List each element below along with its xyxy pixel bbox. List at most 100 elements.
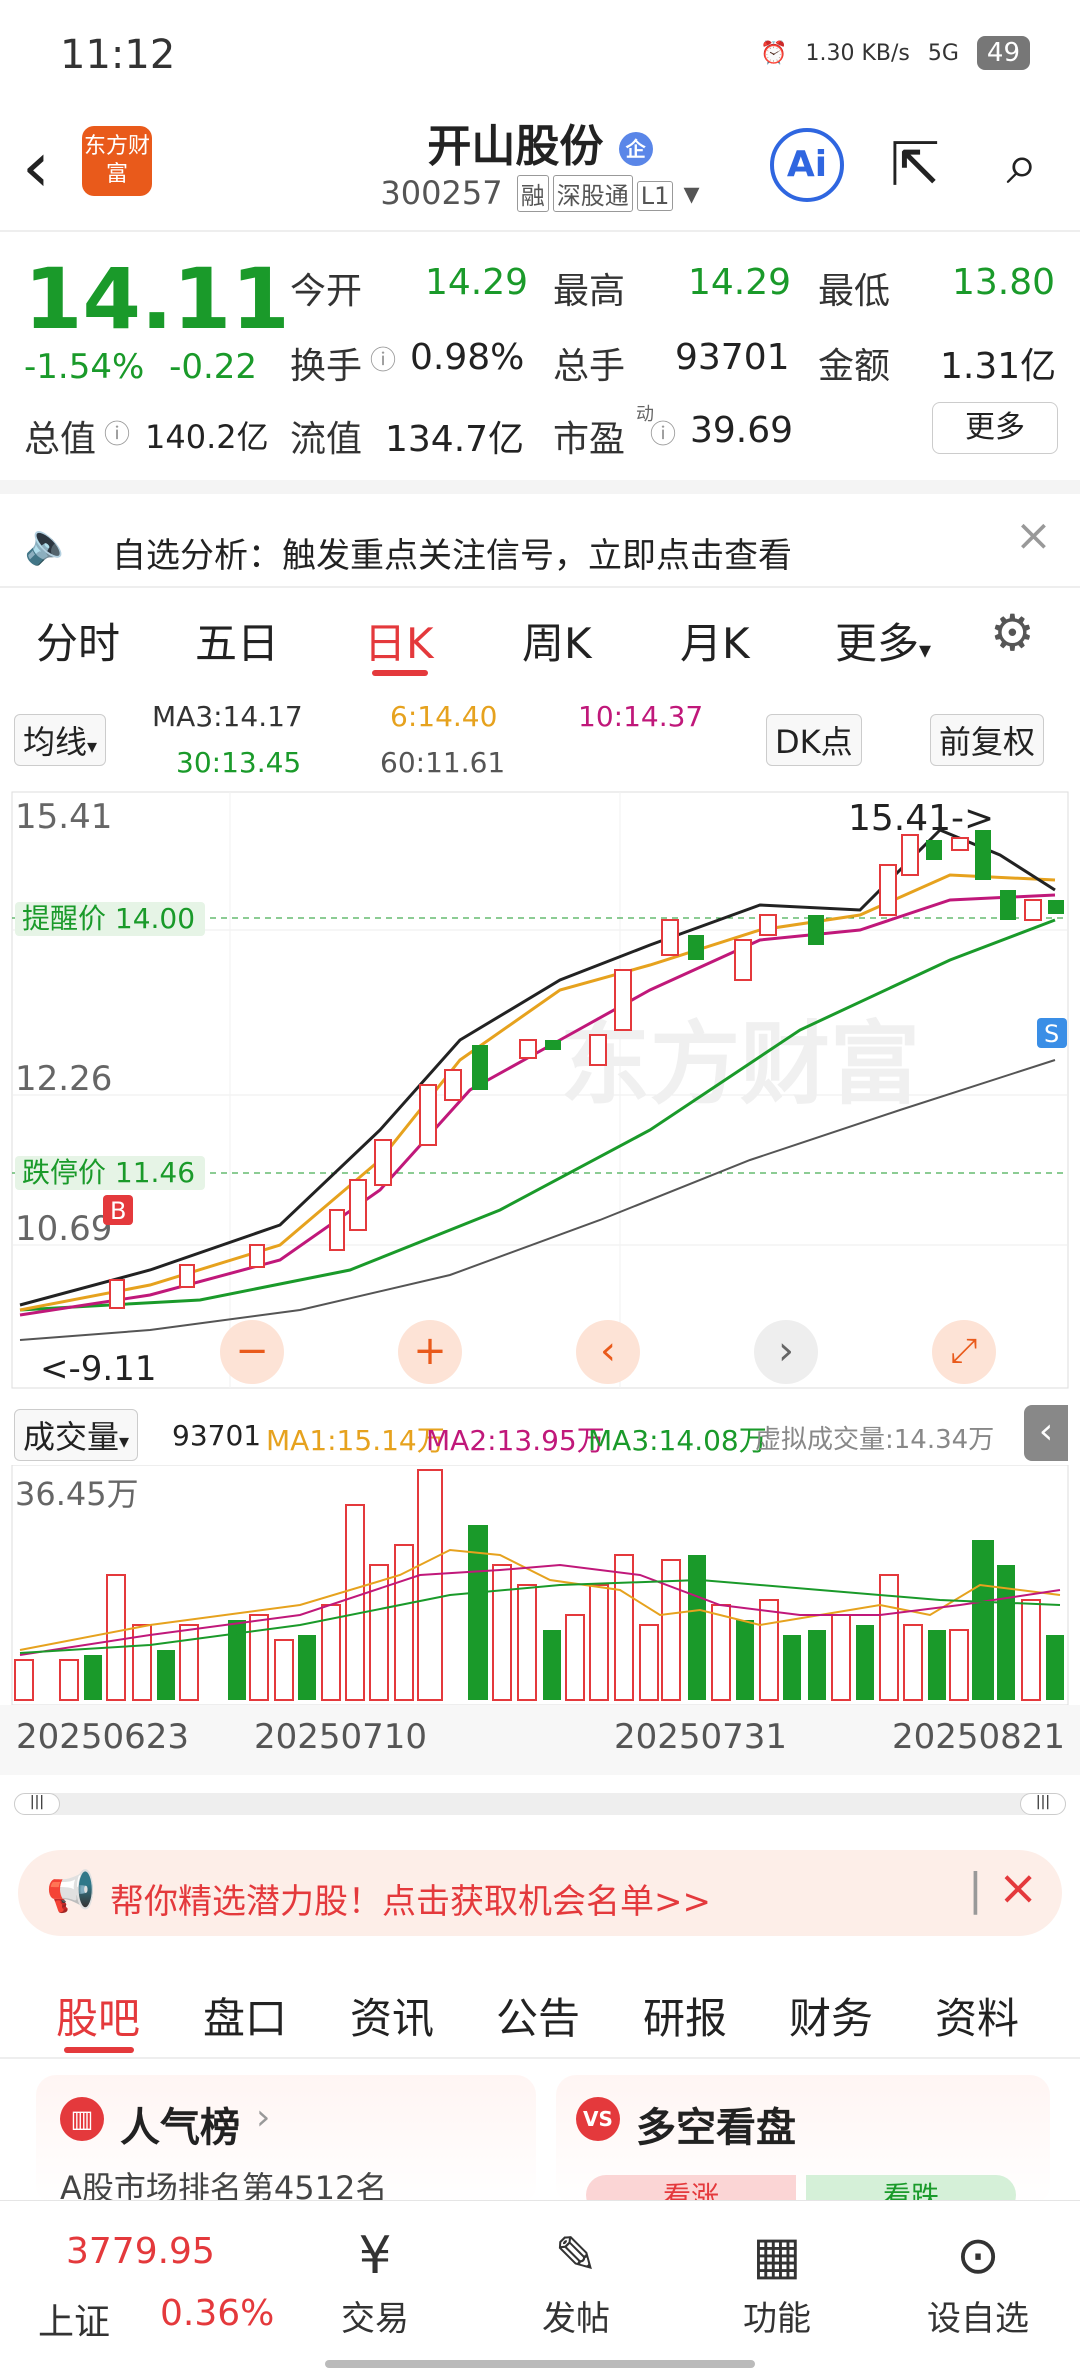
info-icon[interactable]: ⓘ: [650, 420, 677, 450]
price-axis-low: 10.69: [15, 1209, 112, 1249]
chart-icon: ▥: [60, 2097, 104, 2141]
nav-functions[interactable]: ▦ 功能: [707, 2221, 847, 2340]
kline-chart[interactable]: 东方财富 15.41 12.26 10.69 15.41-> <-: [0, 790, 1080, 1390]
caret-icon: ▾: [119, 1429, 130, 1453]
ma6-value: 6:14.40: [390, 700, 498, 733]
popularity-card[interactable]: ▥ 人气榜 › A股市场排名第4512名: [36, 2075, 536, 2207]
tab-intraday[interactable]: 分时: [36, 619, 121, 668]
gesture-bar: [325, 2360, 755, 2368]
yen-icon: ¥: [358, 2226, 392, 2286]
ma-select-label: 均线: [23, 723, 88, 761]
bull-bear-title: 多空看盘: [636, 2105, 796, 2151]
zoom-in-icon[interactable]: +: [398, 1320, 462, 1384]
date-label: 20250710: [254, 1717, 428, 1757]
scroll-left-icon[interactable]: ‹: [576, 1320, 640, 1384]
open-label: 今开: [290, 271, 363, 312]
tag-margin: 融: [516, 175, 549, 212]
dropdown-icon[interactable]: ▾: [683, 174, 700, 212]
notice-bar[interactable]: 🔈 自选分析：触发重点关注信号，立即点击查看 ×: [0, 500, 1080, 585]
nav-trade-label: 交易: [341, 2299, 409, 2339]
status-icons: ⏰ 1.30 KB/s 5G 49: [760, 36, 1030, 70]
ma-select[interactable]: 均线▾: [14, 714, 107, 766]
megaphone-icon: 📢: [46, 1869, 96, 1915]
collapse-icon[interactable]: ‹: [1024, 1405, 1068, 1461]
settings-gear-icon[interactable]: ⚙: [990, 604, 1035, 662]
share-icon[interactable]: ⇱: [889, 130, 941, 200]
mktcap-label: 总值: [24, 419, 97, 460]
limit-down-label: 跌停价 11.46: [22, 1156, 195, 1189]
vol-ma3: MA3:14.08万: [588, 1424, 767, 1457]
status-bar: 11:12 ⏰ 1.30 KB/s 5G 49: [0, 0, 1080, 110]
tab-more[interactable]: 更多▾: [835, 610, 931, 671]
tab-finance[interactable]: 财务: [789, 1994, 874, 2043]
scroll-handle-left[interactable]: |||: [14, 1793, 60, 1815]
tab-profile[interactable]: 资料: [935, 1994, 1020, 2043]
battery-icon: 49: [976, 36, 1030, 70]
nav-post-label: 发帖: [542, 2299, 610, 2339]
ma60-value: 60:11.61: [380, 746, 506, 779]
close-icon[interactable]: ×: [1015, 510, 1052, 561]
volume-label: 总手: [553, 346, 626, 387]
tab-monthly-k[interactable]: 月K: [680, 619, 750, 668]
more-button[interactable]: 更多: [932, 402, 1058, 454]
ma3-value: MA3:14.17: [152, 700, 303, 733]
info-icon[interactable]: ⓘ: [370, 346, 397, 376]
back-icon[interactable]: ‹: [22, 126, 50, 208]
promo-banner[interactable]: 📢 帮你精选潜力股！点击获取机会名单>> | ×: [18, 1850, 1062, 1936]
adjust-button[interactable]: 前复权: [930, 714, 1045, 766]
fullscreen-icon[interactable]: ⤢: [932, 1320, 996, 1384]
vol-ma2: MA2:13.95万: [426, 1424, 605, 1457]
alarm-icon: ⏰: [760, 40, 788, 66]
feature-cards: ▥ 人气榜 › A股市场排名第4512名 VS 多空看盘 看涨 看跌: [0, 2075, 1080, 2215]
nav-add-watchlist[interactable]: ⊙ 设自选: [908, 2221, 1048, 2340]
corp-badge-icon: 企: [618, 132, 653, 166]
nav-functions-label: 功能: [743, 2299, 811, 2339]
chart-scrollbar[interactable]: ||| |||: [14, 1793, 1066, 1815]
mktcap-value: 140.2亿: [145, 418, 269, 456]
speaker-icon: 🔈: [24, 521, 74, 567]
index-value[interactable]: 3779.95: [66, 2231, 215, 2272]
zoom-out-icon[interactable]: −: [220, 1320, 284, 1384]
amount-value: 1.31亿: [940, 346, 1057, 387]
chevron-right-icon: ›: [256, 2097, 271, 2138]
search-icon[interactable]: ⌕: [1006, 132, 1038, 197]
scroll-right-icon[interactable]: ›: [754, 1320, 818, 1384]
bull-bear-card[interactable]: VS 多空看盘 看涨 看跌: [556, 2075, 1050, 2215]
volume-value: 93701: [172, 1419, 262, 1452]
tab-orderbook[interactable]: 盘口: [203, 1994, 288, 2043]
stock-header: ‹ 东方财富 开山股份 企 300257 融深股通 L1 ▾ Ai ⇱ ⌕: [0, 110, 1080, 230]
tab-daily-k[interactable]: 日K: [364, 619, 434, 668]
tab-forum[interactable]: 股吧: [56, 1994, 141, 2043]
date-axis: 20250623 20250710 20250731 20250821: [0, 1705, 1080, 1775]
ai-button[interactable]: Ai: [770, 128, 844, 202]
divider: [0, 2057, 1080, 2059]
notice-text: 自选分析：触发重点关注信号，立即点击查看: [112, 536, 792, 576]
volume-select[interactable]: 成交量▾: [14, 1409, 139, 1461]
dk-point-button[interactable]: DK点: [766, 714, 862, 766]
scroll-handle-right[interactable]: |||: [1020, 1793, 1066, 1815]
high-label: 最高: [553, 271, 626, 312]
app-logo: 东方财富: [82, 126, 152, 196]
stock-code: 300257: [380, 174, 503, 212]
tab-five-day[interactable]: 五日: [195, 619, 280, 668]
chart-controls: − + ‹ › ⤢: [0, 1320, 1080, 1390]
nav-post[interactable]: ✎ 发帖: [506, 2221, 646, 2340]
caret-icon: ▾: [919, 636, 932, 664]
promo-text: 帮你精选潜力股！点击获取机会名单>>: [110, 1882, 711, 1922]
tab-announcements[interactable]: 公告: [496, 1994, 581, 2043]
volume-bars: [14, 1469, 1064, 1701]
status-time: 11:12: [60, 32, 176, 78]
min-price-marker: <-9.11: [40, 1349, 156, 1389]
tab-research[interactable]: 研报: [643, 1994, 728, 2043]
date-label: 20250821: [892, 1717, 1066, 1757]
tab-news[interactable]: 资讯: [350, 1994, 435, 2043]
index-name: 上证: [38, 2302, 111, 2343]
low-label: 最低: [818, 271, 891, 312]
tab-weekly-k[interactable]: 周K: [522, 619, 592, 668]
max-price-marker: 15.41->: [848, 798, 994, 839]
nav-trade[interactable]: ¥ 交易: [305, 2221, 445, 2340]
volume-chart[interactable]: 36.45万: [0, 1465, 1080, 1705]
close-icon[interactable]: ×: [998, 1860, 1039, 1916]
vs-icon: VS: [576, 2097, 620, 2141]
info-icon[interactable]: ⓘ: [104, 420, 131, 450]
